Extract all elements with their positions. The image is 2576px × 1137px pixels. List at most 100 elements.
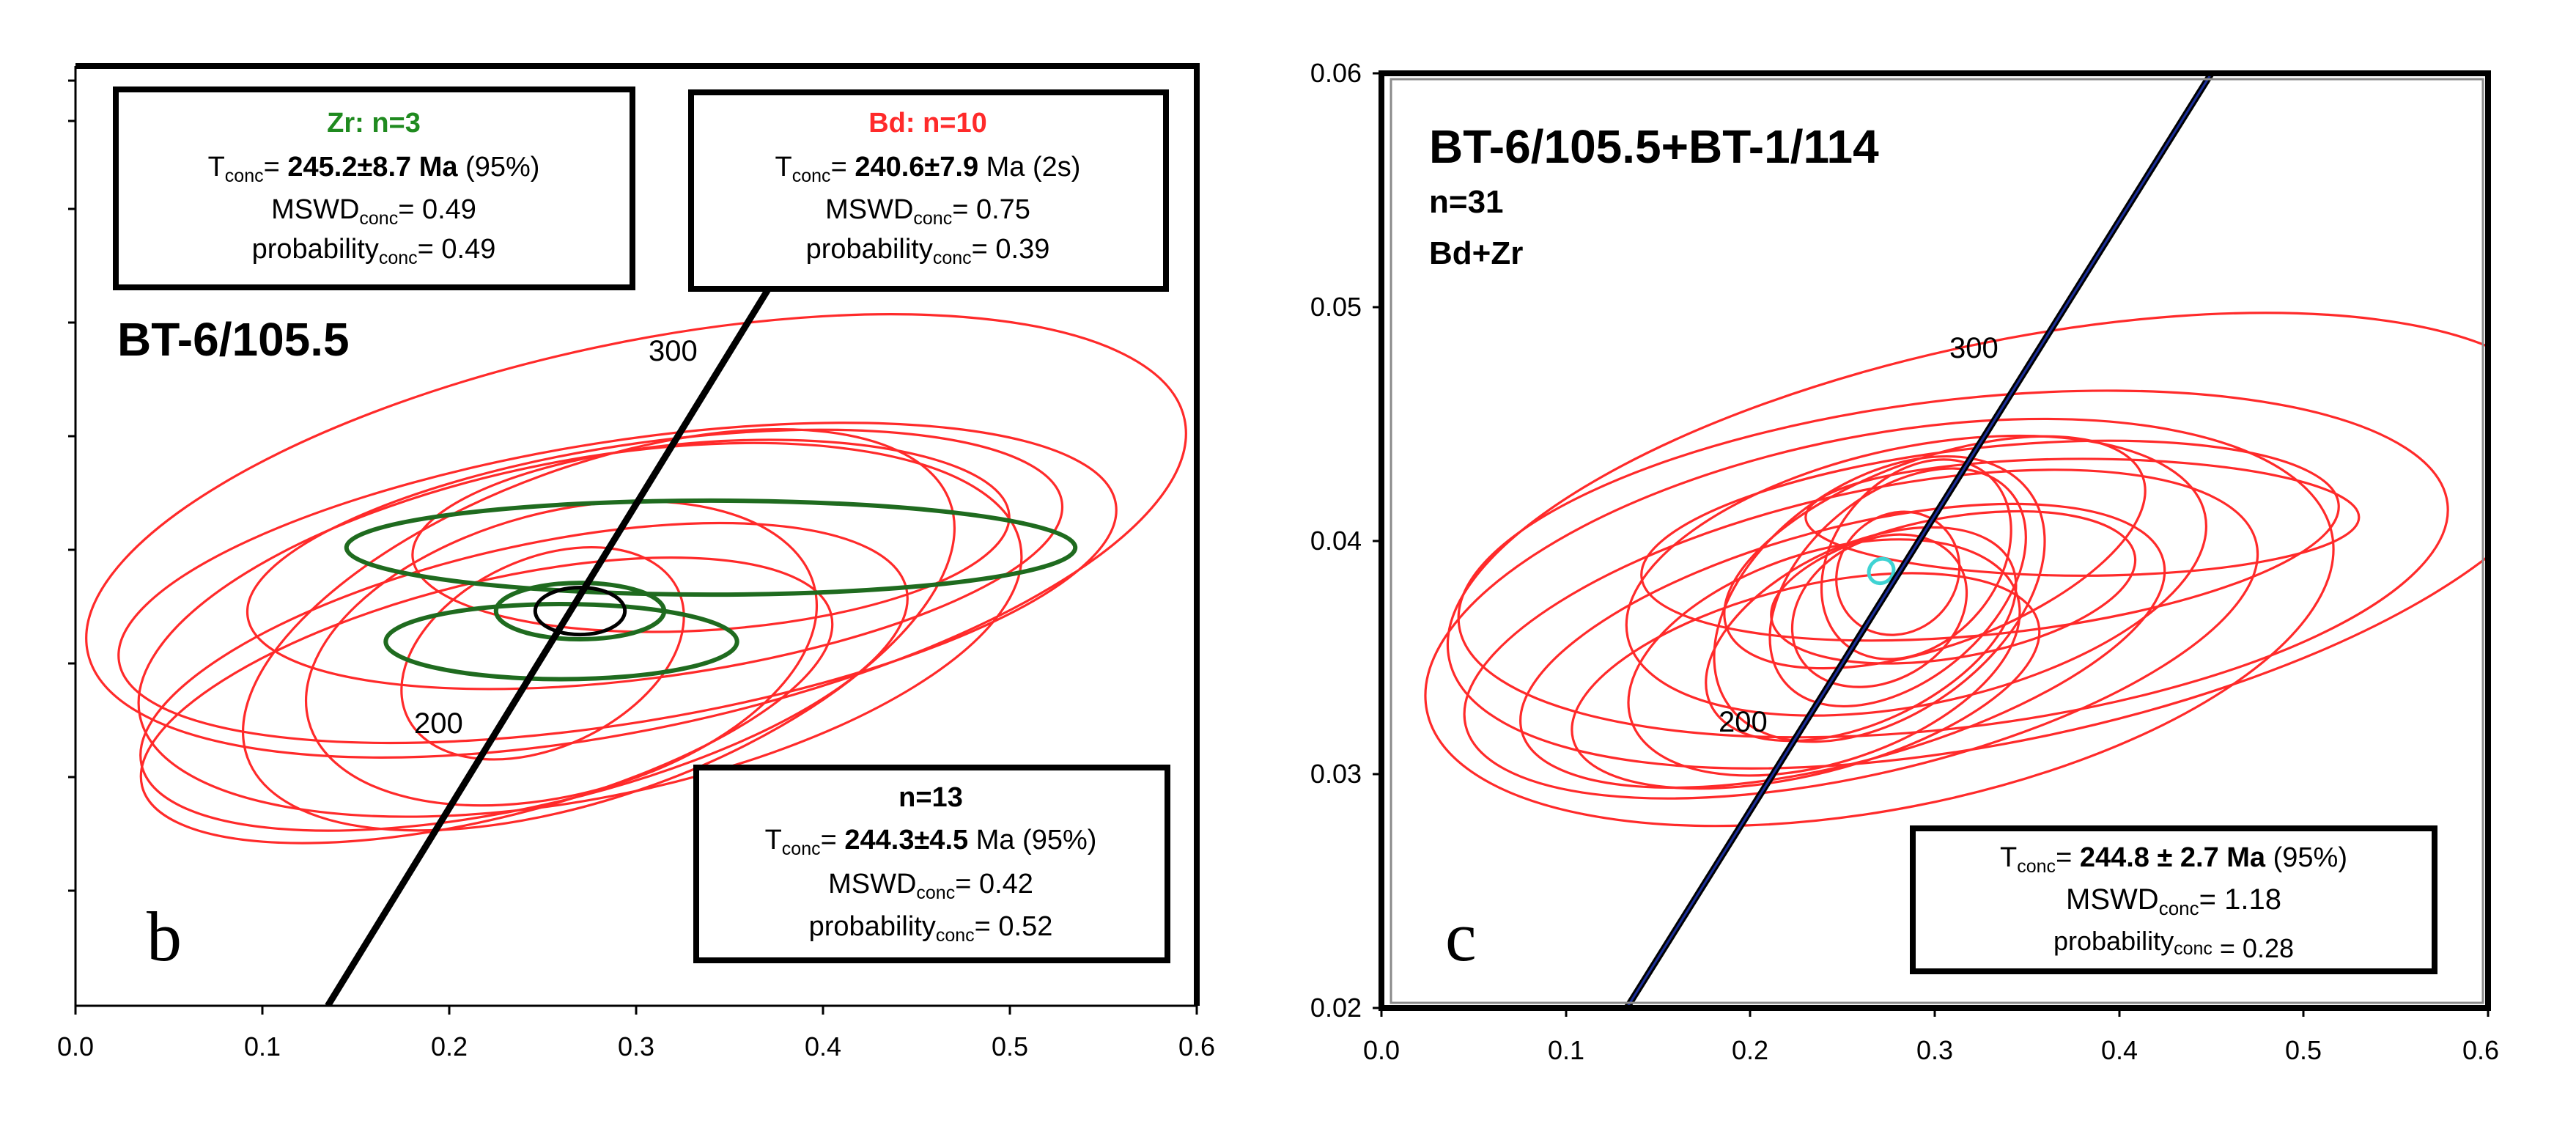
mswd-value: = 1.18 <box>2199 883 2281 916</box>
prob-subscript: conc <box>936 925 975 946</box>
y-tick-label-c: 0.02 <box>1310 993 1362 1023</box>
stats-box-c-mswd: MSWDconc= 1.18 <box>2066 883 2281 919</box>
x-tick-label-b: 0.0 <box>57 1031 94 1061</box>
x-tick-labels-c: 0.0 0.1 0.2 0.3 0.4 0.5 0.6 <box>1363 1035 2499 1065</box>
age-label-300-b: 300 <box>649 335 698 367</box>
t-note: Ma (2s) <box>978 152 1080 183</box>
prob-subscript: conc <box>933 248 972 268</box>
x-tick-label-c: 0.3 <box>1916 1035 1953 1065</box>
error-ellipse-bd-zr-c-1 <box>1446 312 2488 770</box>
t-value: 244.3±4.5 <box>844 825 968 855</box>
t-note: (95%) <box>457 152 539 183</box>
stats-box-bd-mswd: MSWDconc= 0.75 <box>825 194 1030 229</box>
y-tick-label-c: 0.06 <box>1310 58 1362 88</box>
error-ellipse-bd-zr-c-7 <box>1625 434 2207 717</box>
plot-frame-c-inner <box>1390 78 2484 1004</box>
error-ellipse-bd-b-8 <box>411 438 1011 633</box>
t-subscript: conc <box>2017 856 2056 877</box>
chart-title-b: BT-6/105.5 <box>117 313 350 366</box>
t-subscript: conc <box>792 166 831 186</box>
prob-label: probability <box>809 911 936 942</box>
mswd-subscript: conc <box>913 208 952 229</box>
error-ellipse-concordia-age-b-14 <box>533 586 627 637</box>
stats-box-combined-mswd: MSWDconc= 0.42 <box>828 869 1033 903</box>
t-value: 245.2±8.7 Ma <box>287 152 458 183</box>
chart-subtitle-minerals-c: Bd+Zr <box>1429 235 1523 271</box>
x-tick-labels-b: 0.0 0.1 0.2 0.3 0.4 0.5 0.6 <box>57 1031 1215 1061</box>
error-ellipse-bd-zr-c-11 <box>1768 467 2027 707</box>
x-tick-label-b: 0.6 <box>1178 1031 1215 1061</box>
stats-box-zr-mswd: MSWDconc= 0.49 <box>271 194 476 229</box>
stats-box-c-frame <box>1910 825 2437 974</box>
stats-box-combined-age: Tconc= 244.3±4.5 Ma (95%) <box>765 825 1097 859</box>
prob-value: = 0.28 <box>2213 933 2294 963</box>
t-note: (95%) <box>2265 842 2347 873</box>
x-tick-label-c: 0.5 <box>2285 1035 2322 1065</box>
x-tick-label-c: 0.6 <box>2462 1035 2499 1065</box>
concordia-curve-c <box>1625 73 2213 1008</box>
stats-box-zr-header: Zr: n=3 <box>327 108 421 139</box>
concordia-curve-b <box>325 280 775 1006</box>
stats-box-c-probability: probabilityconc = 0.28 <box>2053 926 2294 963</box>
y-ticks-c <box>1373 72 1381 1009</box>
stats-box-combined: n=13 Tconc= 244.3±4.5 Ma (95%) MSWDconc=… <box>693 765 1170 963</box>
error-ellipse-bd-zr-c-15 <box>1723 435 2147 670</box>
ellipse-group-c <box>1424 312 2488 828</box>
panel-b: 0.0 0.1 0.2 0.3 0.4 0.5 0.6 BT-6/105.5 3… <box>57 63 1215 1061</box>
mswd-label: MSWD <box>271 194 359 225</box>
error-ellipse-bd-zr-c-2 <box>1424 417 2335 828</box>
stats-box-zr-probability: probabilityconc= 0.49 <box>252 234 496 268</box>
t-equals: = <box>831 152 855 183</box>
error-ellipse-bd-zr-c-17 <box>1770 509 2137 665</box>
y-ticks-b <box>68 79 75 892</box>
mswd-value: = 0.42 <box>955 869 1033 899</box>
mswd-value: = 0.49 <box>398 194 476 225</box>
stats-box-zr-frame <box>113 87 635 290</box>
t-value: 240.6±7.9 <box>855 152 978 183</box>
x-tick-label-c: 0.1 <box>1548 1035 1584 1065</box>
x-tick-label-c: 0.4 <box>2101 1035 2138 1065</box>
x-tick-label-b: 0.5 <box>992 1031 1028 1061</box>
ellipse-group-b <box>85 313 1187 845</box>
mswd-subscript: conc <box>916 883 955 903</box>
error-ellipse-bd-b-1 <box>85 313 1187 759</box>
plot-frame-b <box>75 63 1200 1006</box>
chart-title-c: BT-6/105.5+BT-1/114 <box>1429 120 1879 173</box>
stats-box-c: Tconc= 244.8 ± 2.7 Ma (95%) MSWDconc= 1.… <box>1910 825 2437 974</box>
mswd-subscript: conc <box>359 208 398 229</box>
stats-box-bd-header: Bd: n=10 <box>868 108 987 139</box>
error-ellipse-zr-b-11 <box>344 498 1078 597</box>
error-ellipse-bd-b-7 <box>304 500 819 807</box>
t-note: Ma (95%) <box>968 825 1096 855</box>
prob-subscript: conc <box>2174 938 2213 959</box>
x-ticks-b <box>74 1006 1198 1015</box>
stats-box-combined-probability: probabilityconc= 0.52 <box>809 911 1053 946</box>
error-ellipse-bd-b-9 <box>242 427 956 832</box>
error-ellipse-bd-zr-c-8 <box>1519 502 2166 790</box>
t-label: T <box>2000 842 2017 873</box>
age-label-200-c: 200 <box>1719 706 1768 738</box>
t-value: 244.8 ± 2.7 Ma <box>2080 842 2266 873</box>
mswd-label: MSWD <box>2066 883 2159 916</box>
stats-box-bd-probability: probabilityconc= 0.39 <box>806 234 1050 268</box>
t-equals: = <box>2056 842 2080 873</box>
error-ellipse-bd-b-2 <box>137 441 1023 818</box>
y-tick-labels-c: 0.06 0.05 0.04 0.03 0.02 <box>1310 58 1362 1023</box>
y-tick-label-c: 0.05 <box>1310 292 1362 322</box>
t-equals: = <box>821 825 845 855</box>
t-equals: = <box>264 152 288 183</box>
x-tick-label-c: 0.0 <box>1363 1035 1400 1065</box>
error-ellipse-bd-zr-c-12 <box>1820 458 2012 661</box>
x-tick-label-b: 0.2 <box>431 1031 468 1061</box>
t-label: T <box>775 152 792 183</box>
x-tick-label-b: 0.3 <box>618 1031 654 1061</box>
prob-value: = 0.52 <box>975 911 1053 942</box>
error-ellipse-zr-b-12 <box>383 601 739 682</box>
error-ellipse-bd-b-3 <box>117 422 1118 745</box>
chart-subtitle-n-c: n=31 <box>1429 184 1504 220</box>
panel-letter-b: b <box>147 897 182 976</box>
panel-c: 0.06 0.05 0.04 0.03 0.02 0.0 0.1 0.2 0.3… <box>1310 58 2499 1065</box>
stats-box-bd-age: Tconc= 240.6±7.9 Ma (2s) <box>775 152 1081 186</box>
x-tick-label-b: 0.1 <box>244 1031 281 1061</box>
